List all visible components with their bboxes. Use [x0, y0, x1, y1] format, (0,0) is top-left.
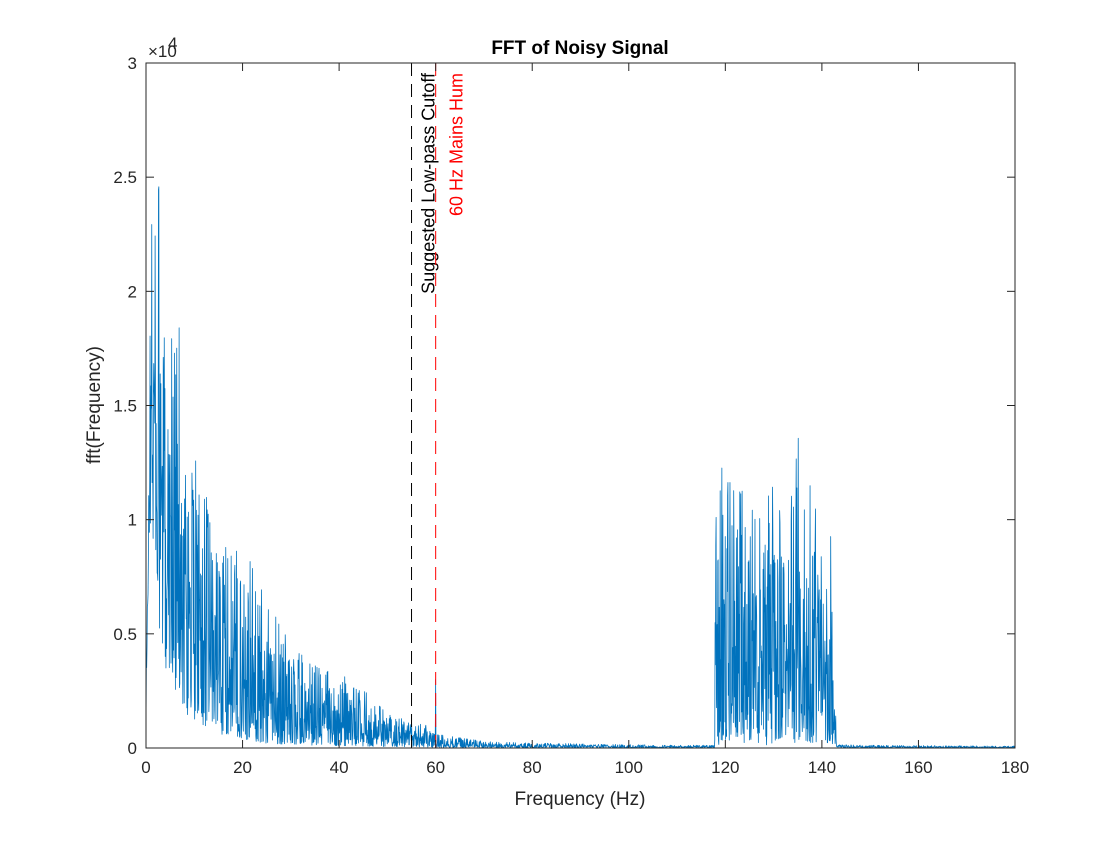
- y-tick-label: 1: [128, 511, 137, 530]
- reference-line-label: Suggested Low-pass Cutoff: [419, 72, 439, 294]
- y-axis-ticks: 0 0.5 1 1.5 2 2.5 3: [113, 54, 1015, 758]
- x-tick-label: 80: [523, 758, 542, 777]
- y-exponent-base: ×10: [148, 42, 177, 61]
- y-tick-label: 2.5: [113, 168, 137, 187]
- reference-line-label: 60 Hz Mains Hum: [447, 73, 467, 216]
- y-tick-label: 0: [128, 739, 137, 758]
- y-axis-label: fft(Frequency): [84, 346, 105, 464]
- chart-title: FFT of Noisy Signal: [491, 38, 668, 59]
- series-line: [145, 186, 1016, 749]
- y-exponent-power: 4: [168, 34, 177, 53]
- x-tick-label: 160: [904, 758, 932, 777]
- x-tick-label: 120: [711, 758, 739, 777]
- x-tick-label: 40: [330, 758, 349, 777]
- plot-area-background: [146, 63, 1015, 748]
- x-tick-label: 140: [808, 758, 836, 777]
- x-tick-label: 20: [233, 758, 252, 777]
- reference-line-layer: Suggested Low-pass Cutoff 60 Hz Mains Hum: [411, 63, 467, 748]
- x-axis-label: Frequency (Hz): [515, 789, 646, 810]
- y-tick-label: 3: [128, 54, 137, 73]
- x-tick-label: 180: [1001, 758, 1029, 777]
- y-tick-label: 1.5: [113, 397, 137, 416]
- series-layer: [145, 186, 1016, 749]
- y-tick-label: 0.5: [113, 625, 137, 644]
- y-tick-label: 2: [128, 282, 137, 301]
- x-tick-label: 0: [141, 758, 150, 777]
- x-tick-label: 60: [426, 758, 445, 777]
- x-tick-label: 100: [615, 758, 643, 777]
- x-axis-ticks: 0 20 40 60 80 100 120 140 160 180: [141, 63, 1029, 777]
